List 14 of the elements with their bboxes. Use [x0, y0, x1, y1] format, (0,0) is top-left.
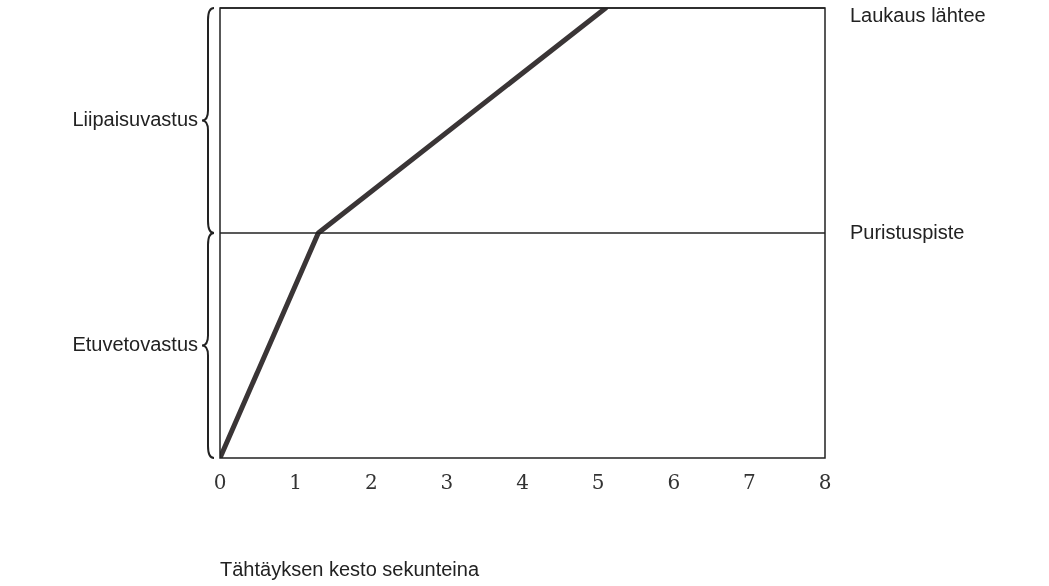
x-tick-label: 7	[743, 470, 756, 495]
x-tick-label: 0	[213, 470, 227, 495]
x-tick-label: 6	[667, 470, 681, 495]
ref-line-label: Puristuspiste	[850, 220, 965, 243]
text: Liipaisuvastus	[72, 108, 198, 131]
x-tick-label: 4	[516, 470, 529, 495]
text: Etuvetovastus	[72, 333, 198, 356]
x-tick-label: 1	[289, 470, 302, 495]
x-tick-label: 2	[364, 470, 378, 495]
x-tick-label: 8	[818, 470, 832, 495]
ref-line-label: Laukaus lähtee	[850, 3, 986, 26]
x-tick-label: 3	[440, 470, 454, 495]
x-tick-label: 5	[591, 470, 605, 495]
x-axis-title: Tähtäyksen kesto sekunteina	[220, 557, 480, 580]
